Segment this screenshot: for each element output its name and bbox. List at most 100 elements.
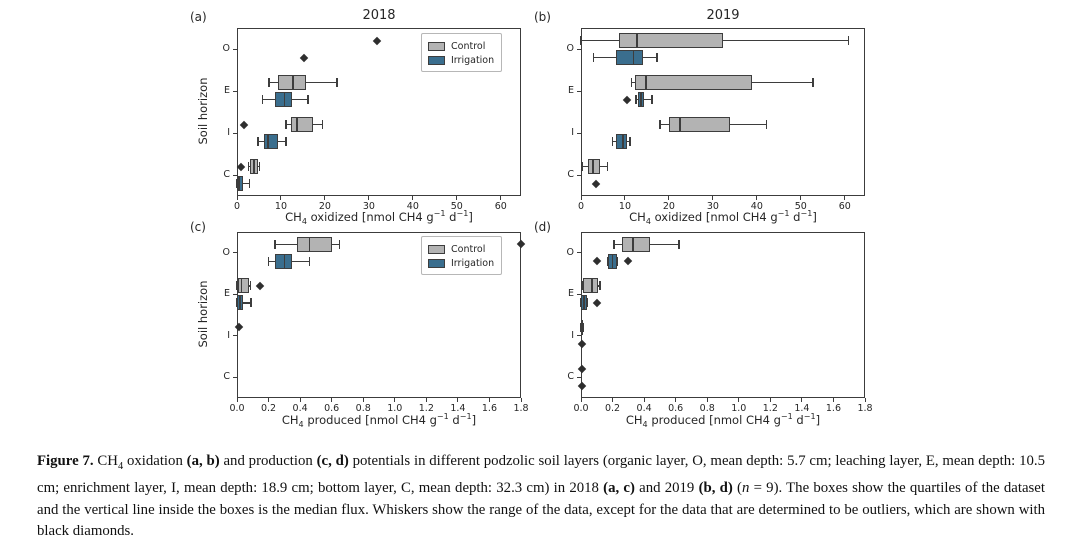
box-b-E-control [635,75,752,90]
x-tick-b [800,196,802,200]
box-c-O-control [296,236,332,252]
x-tick-label-a: 50 [450,201,463,212]
box-b-I-control [669,117,731,132]
text-segment: ] [471,412,477,427]
y-tick-label-a-E: E [223,85,230,96]
y-tick-d [577,252,581,254]
whisker-cap-b-I-control [659,120,661,129]
box-c-E-control [237,278,249,294]
median-a-E-irrigation [283,92,286,107]
x-tick-a [500,196,502,200]
whisker-cap-d-E-control [599,281,601,291]
x-tick-label-c: 1.2 [418,403,434,414]
x-tick-a [456,196,458,200]
whisker-cap-c-E-control [236,281,238,291]
whisker-cap-b-O-irrigation [656,53,658,62]
text-segment: 4 [117,460,124,472]
x-tick-c [236,398,238,402]
median-a-C-control [253,159,255,174]
y-tick-label-d-O: O [566,246,574,258]
median-b-I-control [679,117,681,132]
whisker-cap-b-O-control [847,36,850,45]
text-segment: −1 [459,412,472,421]
y-tick-label-d-I: I [571,329,574,341]
x-tick-d [612,398,614,402]
x-tick-label-c: 0.8 [355,403,371,414]
whisker-cap-b-C-control [606,162,609,171]
y-tick-label-d-E: E [567,288,574,300]
y-tick-a [233,174,237,176]
whisker-cap-a-I-control [285,120,287,129]
text-segment: produced [nmol CH4 g [647,412,781,427]
y-tick-b [577,90,581,92]
median-b-C-control [592,159,594,174]
text-segment: (a, b) [186,453,220,469]
x-axis-label-d: CH4 produced [nmol CH4 g−1 d−1] [581,412,865,429]
x-tick-c [268,398,270,402]
x-tick-b [668,196,670,200]
median-c-O-irrigation [283,253,286,269]
y-tick-b [577,48,581,50]
median-b-I-irrigation [622,134,624,149]
median-b-E-control [645,75,647,90]
x-tick-a [280,196,282,200]
text-segment: ] [815,412,821,427]
whisker-cap-c-O-irrigation [308,256,311,266]
x-tick-d [706,398,708,402]
panel-d-plot-area [581,232,865,398]
x-tick-c [331,398,333,402]
legend-entry-irrigation: Irrigation [428,53,494,67]
text-segment: 4 [301,217,307,227]
whisker-cap-b-I-irrigation [629,137,631,146]
x-tick-label-a: 10 [274,201,287,212]
x-tick-label-c: 0.0 [229,403,245,414]
y-tick-label-b-I: I [571,127,574,138]
text-segment: d [448,412,460,427]
text-segment: −1 [780,412,793,421]
median-c-O-control [308,236,311,252]
whisker-cap-d-O-control [678,239,680,249]
text-segment: and 2019 [634,479,699,496]
whisker-cap-b-O-control [580,36,582,45]
x-tick-label-d: 1.0 [731,403,747,414]
median-d-E-control [591,278,593,294]
text-segment: −1 [433,209,446,218]
x-tick-label-b: 40 [750,201,763,212]
text-segment: d [789,209,801,224]
legend-patch-control-icon [428,244,445,254]
x-tick-label-a: 20 [318,201,331,212]
x-tick-label-d: 0.6 [668,403,684,414]
x-tick-d [643,398,645,402]
x-tick-label-b: 60 [838,201,851,212]
text-segment: (b, d) [698,479,733,496]
whisker-cap-d-O-control [613,239,615,249]
whisker-cap-b-E-irrigation [651,95,653,104]
x-tick-b [712,196,714,200]
x-tick-b [756,196,758,200]
box-b-O-control [619,33,723,48]
x-tick-d [864,398,866,402]
text-segment: oxidized [nmol CH4 g [650,209,778,224]
median-d-O-irrigation [611,253,614,269]
x-tick-a [236,196,238,200]
y-tick-label-c-C: C [223,371,230,383]
x-tick-label-d: 0.8 [699,403,715,414]
y-axis-label-c: Soil horizon [196,280,210,348]
y-tick-d [577,335,581,337]
y-tick-a [233,132,237,134]
x-tick-d [580,398,582,402]
median-c-E-irrigation [239,295,241,311]
legend-patch-irrigation-icon [428,55,445,65]
box-b-C-control [588,159,600,174]
x-tick-label-b: 50 [794,201,807,212]
x-tick-label-c: 1.0 [387,403,403,414]
y-tick-c [233,335,237,337]
x-tick-b [844,196,846,200]
x-tick-label-b: 20 [662,201,675,212]
x-tick-c [425,398,427,402]
x-tick-label-b: 10 [618,201,631,212]
whisker-cap-d-E-control [581,281,584,291]
panel-label-d: (d) [534,220,551,234]
x-axis-label-c: CH4 produced [nmol CH4 g−1 d−1] [237,412,521,429]
